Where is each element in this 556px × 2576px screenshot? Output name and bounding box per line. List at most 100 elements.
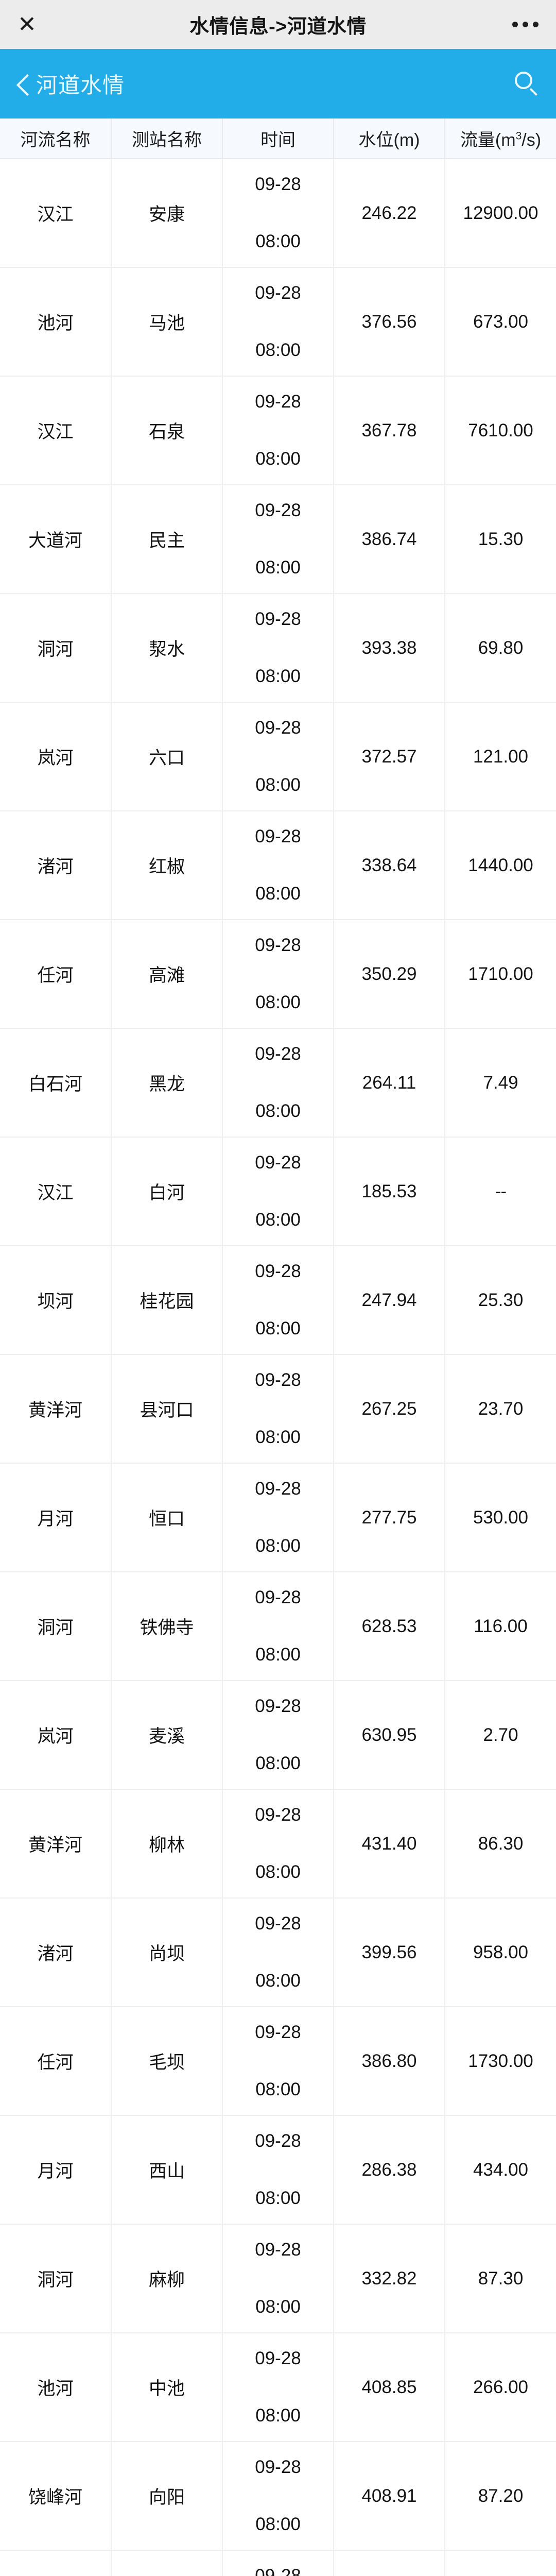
table-row[interactable]: 池河 马池 09-28 08:00 376.56 673.00	[0, 267, 556, 377]
cell-river: 任河	[0, 2007, 112, 2116]
cell-water-level: 246.22	[334, 159, 445, 268]
cell-flow: 7610.00	[445, 376, 556, 485]
cell-station-link[interactable]: 县河口	[111, 1354, 223, 1464]
table-row[interactable]: 汉江 石泉 09-28 08:00 367.78 7610.00	[0, 376, 556, 485]
table-row[interactable]: 任河 高滩 09-28 08:00 350.29 1710.00	[0, 920, 556, 1029]
cell-station-link[interactable]: 安康	[111, 159, 223, 268]
dot-2	[523, 22, 528, 27]
cell-time-date: 09-28	[255, 1369, 301, 1390]
cell-time-clock: 08:00	[255, 2188, 301, 2208]
cell-station-link[interactable]: 红椒	[111, 811, 223, 920]
table-row[interactable]: 坝河 桂花园 09-28 08:00 247.94 25.30	[0, 1246, 556, 1355]
table-row[interactable]: 饶峰河 向阳 09-28 08:00 408.91 87.20	[0, 2442, 556, 2551]
table-row[interactable]: 月河 恒口 09-28 08:00 277.75 530.00	[0, 1463, 556, 1572]
table-row[interactable]: 洞河 洯水 09-28 08:00 393.38 69.80	[0, 594, 556, 703]
cell-time: 09-28 08:00	[222, 2224, 334, 2333]
cell-station-link[interactable]: 麦溪	[111, 1681, 223, 1790]
cell-flow: 1710.00	[445, 920, 556, 1029]
cell-flow: 266.00	[445, 2333, 556, 2442]
cell-water-level: 628.53	[334, 1572, 445, 1681]
cell-station-link[interactable]: 石泉	[111, 376, 223, 485]
cell-station-link[interactable]: 恒口	[111, 1463, 223, 1572]
cell-time-clock: 08:00	[255, 2079, 301, 2099]
table-row[interactable]: 岚河 六口 09-28 08:00 372.57 121.00	[0, 702, 556, 811]
cell-station-link[interactable]: 民主	[111, 485, 223, 594]
cell-station-link[interactable]: 向阳	[111, 2442, 223, 2551]
cell-water-level: 372.57	[334, 702, 445, 811]
cell-water-level: 431.40	[334, 1789, 445, 1899]
cell-flow: 673.00	[445, 267, 556, 377]
cell-station-link[interactable]: 西山	[111, 2115, 223, 2225]
cell-station-link[interactable]: 铁佛寺	[111, 1572, 223, 1681]
cell-station-link[interactable]: 六口	[111, 702, 223, 811]
cell-station-link[interactable]: 高滩	[111, 920, 223, 1029]
table-row[interactable]: 汉江 安康 09-28 08:00 246.22 12900.00	[0, 159, 556, 268]
cell-flow: --	[445, 1137, 556, 1246]
cell-water-level: 386.80	[334, 2007, 445, 2116]
table-row[interactable]: 大道河 民主 09-28 08:00 386.74 15.30	[0, 485, 556, 594]
search-icon[interactable]	[514, 71, 541, 97]
flow-label-sup: 3	[515, 130, 522, 142]
cell-time-clock: 08:00	[255, 992, 301, 1012]
cell-flow: 7.49	[445, 1028, 556, 1138]
table-row[interactable]: 汉江 白河 09-28 08:00 185.53 --	[0, 1137, 556, 1246]
table-row[interactable]: 渚河 尚坝 09-28 08:00 399.56 958.00	[0, 1898, 556, 2007]
cell-flow: 2190.00	[445, 2550, 556, 2576]
cell-water-level: 630.95	[334, 1681, 445, 1790]
cell-flow: 69.80	[445, 594, 556, 703]
cell-time-date: 09-28	[255, 1587, 301, 1607]
cell-water-level: 367.78	[334, 376, 445, 485]
more-dots-icon[interactable]	[512, 22, 538, 27]
cell-station-link[interactable]: 马池	[111, 267, 223, 377]
cell-time-clock: 08:00	[255, 1209, 301, 1230]
cell-flow: 530.00	[445, 1463, 556, 1572]
table-row[interactable]: 岚河 麦溪 09-28 08:00 630.95 2.70	[0, 1681, 556, 1790]
cell-flow: 15.30	[445, 485, 556, 594]
cell-flow: 25.30	[445, 1246, 556, 1355]
cell-station-link[interactable]: 麻柳	[111, 2224, 223, 2333]
cell-time: 09-28 08:00	[222, 702, 334, 811]
table-row[interactable]: 洞河 麻柳 09-28 08:00 332.82 87.30	[0, 2224, 556, 2333]
cell-station-link[interactable]: 柳林	[111, 1789, 223, 1899]
cell-station-link[interactable]: 中池	[111, 2333, 223, 2442]
cell-time: 09-28 08:00	[222, 159, 334, 268]
cell-river: 白石河	[0, 1028, 112, 1138]
cell-time-date: 09-28	[255, 391, 301, 412]
cell-time-date: 09-28	[255, 1804, 301, 1825]
cell-river: 洞河	[0, 1572, 112, 1681]
table-row[interactable]: 渚河 红椒 09-28 08:00 338.64 1440.00	[0, 811, 556, 920]
table-row[interactable]: 池河 中池 09-28 08:00 408.85 266.00	[0, 2333, 556, 2442]
cell-water-level: 393.38	[334, 594, 445, 703]
cell-water-level: 277.75	[334, 1463, 445, 1572]
cell-flow: 2.70	[445, 1681, 556, 1790]
table-row[interactable]: 黄洋河 柳林 09-28 08:00 431.40 86.30	[0, 1789, 556, 1899]
cell-time-date: 09-28	[255, 2022, 301, 2042]
cell-station-link[interactable]: 桂花园	[111, 1246, 223, 1355]
cell-station-link[interactable]: 尚坝	[111, 1898, 223, 2007]
table-row[interactable]: 黄洋河 县河口 09-28 08:00 267.25 23.70	[0, 1354, 556, 1464]
cell-time-date: 09-28	[255, 2239, 301, 2260]
close-icon[interactable]: ✕	[18, 11, 37, 37]
cell-station-link[interactable]: 白河	[111, 1137, 223, 1246]
column-header-water-level: 水位(m)	[334, 118, 445, 159]
table-row[interactable]: 月河 西山 09-28 08:00 286.38 434.00	[0, 2115, 556, 2225]
cell-river: 任河	[0, 920, 112, 1029]
cell-time: 09-28 08:00	[222, 2007, 334, 2116]
cell-flow: 23.70	[445, 1354, 556, 1464]
cell-station-link[interactable]: 黑龙	[111, 1028, 223, 1138]
cell-time: 09-28 08:00	[222, 2115, 334, 2225]
cell-water-level: 386.74	[334, 485, 445, 594]
table-row[interactable]: 任河 毛坝 09-28 08:00 386.80 1730.00	[0, 2007, 556, 2116]
column-header-river: 河流名称	[0, 118, 112, 159]
table-row[interactable]: 洞河 铁佛寺 09-28 08:00 628.53 116.00	[0, 1572, 556, 1681]
search-handle	[529, 88, 538, 96]
cell-flow: 121.00	[445, 702, 556, 811]
table-header-row: 河流名称 测站名称 时间 水位(m) 流量(m3/s)	[0, 118, 556, 159]
cell-station-link[interactable]: 长枪铺	[111, 2550, 223, 2576]
back-button[interactable]: 河道水情	[13, 68, 125, 99]
cell-station-link[interactable]: 毛坝	[111, 2007, 223, 2116]
cell-station-link[interactable]: 洯水	[111, 594, 223, 703]
table-row[interactable]: 白石河 黑龙 09-28 08:00 264.11 7.49	[0, 1028, 556, 1138]
